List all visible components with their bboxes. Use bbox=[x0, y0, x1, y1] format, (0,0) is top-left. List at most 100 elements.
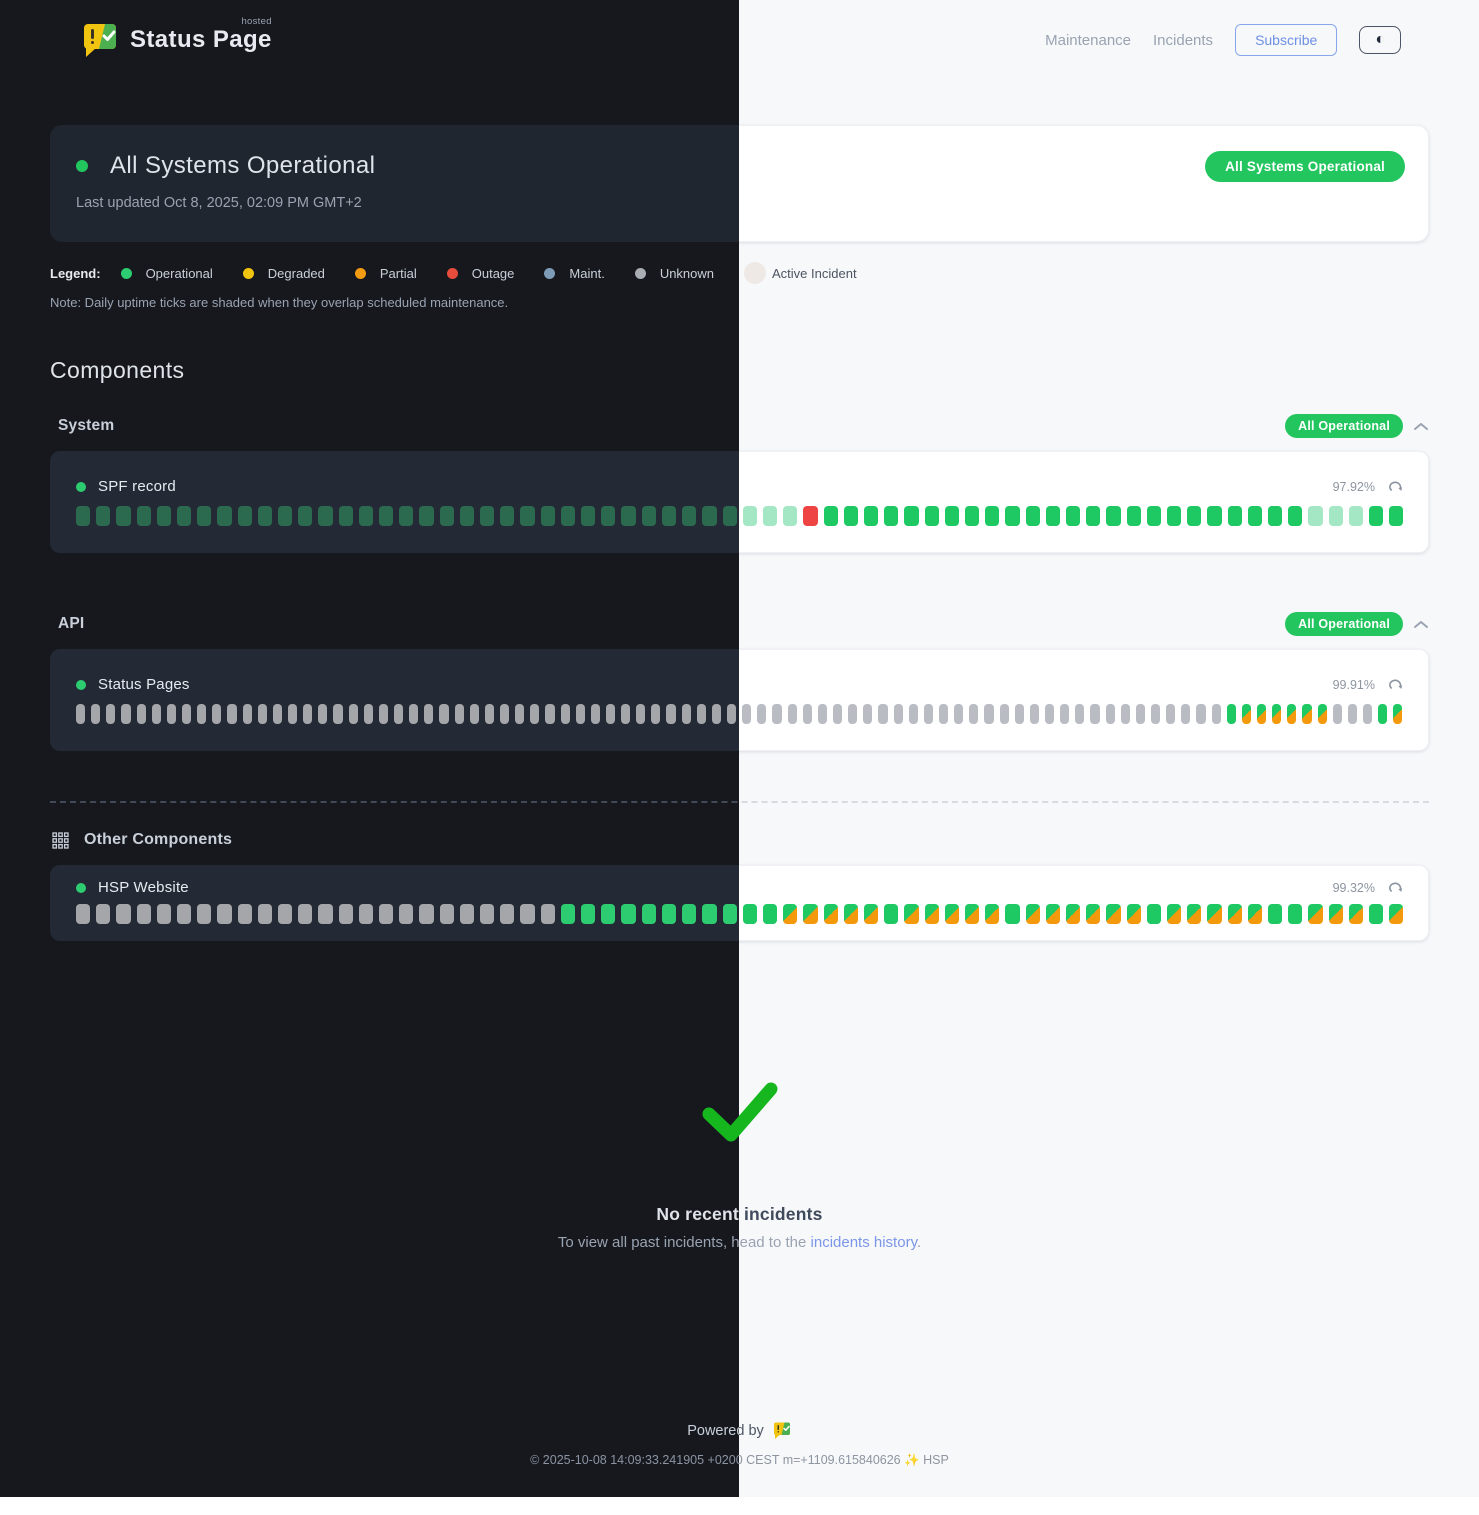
uptime-tick-unknown bbox=[348, 704, 358, 724]
uptime-tick-op bbox=[1378, 704, 1388, 724]
legend-dot bbox=[446, 267, 458, 279]
uptime-tick-maint bbox=[1287, 704, 1297, 724]
uptime-tick-faded bbox=[1348, 506, 1363, 526]
chevron-up-icon[interactable] bbox=[1413, 422, 1429, 431]
uptime-tick-unknown bbox=[1211, 704, 1221, 724]
uptime-tick-faded bbox=[318, 506, 333, 526]
uptime-tick-faded bbox=[116, 506, 131, 526]
refresh-icon[interactable] bbox=[1389, 882, 1403, 894]
uptime-tick-unknown bbox=[91, 704, 101, 724]
uptime-percentage: 99.91% bbox=[1332, 677, 1375, 692]
uptime-tick-maint bbox=[1106, 904, 1121, 924]
uptime-tick-faded bbox=[783, 506, 798, 526]
uptime-tick-op bbox=[863, 506, 879, 526]
legend-dot bbox=[744, 262, 767, 284]
group-status-badge: All Operational bbox=[1285, 414, 1403, 438]
theme-toggle-icon: ◐ bbox=[1375, 31, 1385, 48]
subscribe-button[interactable]: Subscribe bbox=[1235, 24, 1338, 56]
incidents-history-link[interactable]: incidents history bbox=[810, 1234, 917, 1251]
uptime-tick-op bbox=[1025, 506, 1040, 526]
uptime-tick-unknown bbox=[1196, 704, 1206, 724]
uptime-tick-unknown bbox=[863, 704, 873, 724]
uptime-tick-faded bbox=[419, 506, 434, 526]
uptime-tick-op bbox=[742, 904, 757, 924]
nav-maintenance-link[interactable]: Maintenance bbox=[1045, 31, 1132, 49]
uptime-tick-op bbox=[1126, 506, 1141, 526]
uptime-tick-maint bbox=[1393, 704, 1403, 724]
uptime-tick-faded bbox=[338, 506, 353, 526]
uptime-tick-unknown bbox=[1090, 704, 1100, 724]
uptime-tick-unknown bbox=[242, 704, 252, 724]
uptime-tick-unknown bbox=[1014, 704, 1024, 724]
uptime-tick-op bbox=[1226, 704, 1236, 724]
uptime-tick-unknown bbox=[545, 704, 555, 724]
brand-superscript: hosted bbox=[241, 16, 272, 27]
uptime-tick-unknown bbox=[166, 704, 176, 724]
uptime-tick-unknown bbox=[333, 704, 343, 724]
uptime-tick-op bbox=[985, 506, 1000, 526]
uptime-tick-op bbox=[581, 904, 596, 924]
uptime-tick-unknown bbox=[212, 704, 222, 724]
other-components-header: Other Components bbox=[50, 831, 1429, 849]
uptime-tick-op bbox=[1065, 506, 1081, 526]
uptime-tick-unknown bbox=[136, 704, 146, 724]
legend-item-label: Maint. bbox=[569, 265, 605, 281]
uptime-tick-maint bbox=[1187, 904, 1202, 924]
uptime-tick-unknown bbox=[363, 704, 373, 724]
uptime-tick-maint bbox=[1227, 904, 1242, 924]
uptime-tick-op bbox=[1146, 506, 1161, 526]
uptime-tick-maint bbox=[1256, 704, 1267, 724]
uptime-tick-unknown bbox=[459, 904, 475, 924]
uptime-tick-unknown bbox=[530, 704, 540, 724]
uptime-tick-unknown bbox=[893, 704, 903, 724]
refresh-icon[interactable] bbox=[1389, 481, 1403, 493]
uptime-tick-op bbox=[823, 506, 838, 526]
uptime-tick-faded bbox=[278, 506, 293, 526]
theme-toggle-button[interactable]: ◐ bbox=[1359, 26, 1401, 54]
uptime-tick-unknown bbox=[393, 704, 404, 724]
uptime-tick-unknown bbox=[954, 704, 964, 724]
legend-note: Note: Daily uptime ticks are shaded when… bbox=[50, 295, 509, 310]
uptime-tick-faded bbox=[399, 506, 414, 526]
uptime-tick-maint bbox=[1348, 904, 1363, 924]
uptime-tick-unknown bbox=[1166, 704, 1176, 724]
uptime-tick-unknown bbox=[984, 704, 994, 724]
uptime-tick-unknown bbox=[439, 904, 454, 924]
uptime-tick-faded bbox=[156, 506, 172, 526]
component-status-dot bbox=[76, 481, 86, 492]
legend-item-label: Partial bbox=[379, 265, 417, 281]
legend-item-label: Degraded bbox=[267, 265, 325, 281]
uptime-tick-unknown bbox=[156, 904, 172, 924]
chevron-up-icon[interactable] bbox=[1413, 620, 1429, 629]
uptime-tick-op bbox=[1146, 904, 1161, 924]
uptime-tick-unknown bbox=[454, 704, 464, 724]
uptime-tick-op bbox=[762, 904, 778, 924]
uptime-tick-unknown bbox=[1347, 704, 1357, 724]
uptime-tick-op bbox=[924, 506, 939, 526]
uptime-tick-faded bbox=[358, 506, 374, 526]
uptime-tick-faded bbox=[96, 506, 111, 526]
uptime-tick-unknown bbox=[817, 704, 828, 724]
uptime-tick-unknown bbox=[358, 904, 374, 924]
uptime-tick-unknown bbox=[696, 704, 706, 724]
uptime-tick-unknown bbox=[424, 704, 434, 724]
uptime-tick-unknown bbox=[1181, 704, 1191, 724]
nav-incidents-link[interactable]: Incidents bbox=[1153, 31, 1214, 49]
uptime-tick-maint bbox=[1045, 904, 1060, 924]
uptime-tick-unknown bbox=[848, 704, 858, 724]
uptime-tick-unknown bbox=[399, 904, 414, 924]
uptime-tick-unknown bbox=[1075, 704, 1085, 724]
legend-item-label: Outage bbox=[471, 265, 515, 281]
uptime-tick-unknown bbox=[1150, 704, 1161, 724]
uptime-tick-op bbox=[641, 904, 656, 924]
uptime-tick-unknown bbox=[923, 704, 934, 724]
legend-item-label: Operational bbox=[145, 265, 213, 281]
dashed-divider bbox=[739, 801, 1429, 803]
uptime-tick-op bbox=[1389, 506, 1404, 526]
uptime-tick-maint bbox=[1308, 904, 1323, 924]
component-name: SPF record bbox=[98, 478, 176, 495]
uptime-tick-faded bbox=[702, 506, 717, 526]
uptime-tick-maint bbox=[1086, 904, 1101, 924]
refresh-icon[interactable] bbox=[1389, 679, 1403, 691]
uptime-tick-unknown bbox=[116, 904, 131, 924]
